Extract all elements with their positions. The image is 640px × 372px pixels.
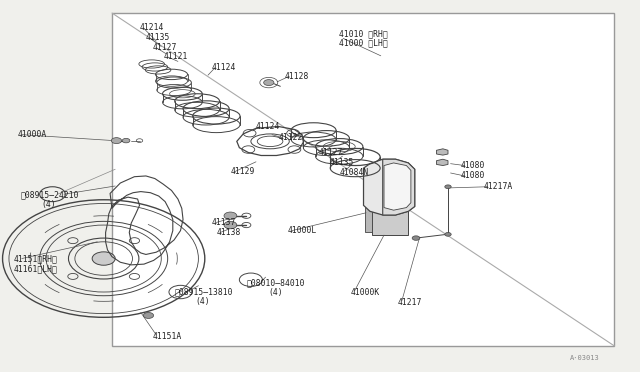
Text: (4): (4)	[195, 297, 210, 306]
Text: 41122: 41122	[278, 133, 303, 142]
Circle shape	[224, 221, 237, 229]
FancyBboxPatch shape	[112, 13, 614, 346]
Text: ⓜ08915–13810: ⓜ08915–13810	[175, 288, 233, 296]
Polygon shape	[364, 159, 415, 215]
Polygon shape	[436, 159, 448, 166]
Text: 41124: 41124	[211, 63, 236, 72]
Text: 41135: 41135	[330, 158, 354, 167]
Circle shape	[224, 212, 237, 219]
Text: 41137: 41137	[211, 218, 236, 227]
Text: 41151A: 41151A	[152, 332, 182, 341]
Text: 41084N: 41084N	[339, 168, 369, 177]
Polygon shape	[436, 149, 448, 155]
Text: 41010 （RH）: 41010 （RH）	[339, 29, 388, 38]
Circle shape	[412, 236, 420, 240]
Text: 41214: 41214	[140, 23, 164, 32]
Polygon shape	[365, 193, 372, 232]
Text: (4): (4)	[269, 288, 284, 296]
Text: 41000 （LH）: 41000 （LH）	[339, 39, 388, 48]
Text: 41151（RH）: 41151（RH）	[14, 254, 58, 263]
Circle shape	[264, 80, 274, 86]
Text: Ⓑ08010–84010: Ⓑ08010–84010	[246, 278, 305, 287]
Text: 41080: 41080	[461, 171, 485, 180]
Text: ⓜ08915–24210: ⓜ08915–24210	[20, 191, 79, 200]
Text: 41217: 41217	[398, 298, 422, 307]
Text: 41135: 41135	[146, 33, 170, 42]
Polygon shape	[384, 163, 411, 210]
Circle shape	[111, 138, 122, 144]
Text: 41121: 41121	[164, 52, 188, 61]
Circle shape	[92, 252, 115, 265]
Text: 41217A: 41217A	[484, 182, 513, 191]
Text: 41129: 41129	[230, 167, 255, 176]
Text: (4): (4)	[42, 200, 56, 209]
Text: 41000A: 41000A	[18, 130, 47, 139]
Circle shape	[445, 232, 451, 236]
Text: 41161（LH）: 41161（LH）	[14, 264, 58, 273]
Polygon shape	[383, 159, 415, 215]
Circle shape	[143, 312, 154, 318]
Circle shape	[445, 185, 451, 189]
Text: 41127: 41127	[152, 43, 177, 52]
Text: 41080: 41080	[461, 161, 485, 170]
Text: 41000L: 41000L	[288, 226, 317, 235]
Text: 41000K: 41000K	[351, 288, 380, 296]
Text: 41124: 41124	[256, 122, 280, 131]
Text: 41128: 41128	[285, 72, 309, 81]
Text: 41138: 41138	[216, 228, 241, 237]
Text: 41127: 41127	[319, 148, 343, 157]
Circle shape	[122, 138, 130, 143]
Polygon shape	[372, 190, 408, 235]
Text: A·03013: A·03013	[570, 355, 599, 361]
